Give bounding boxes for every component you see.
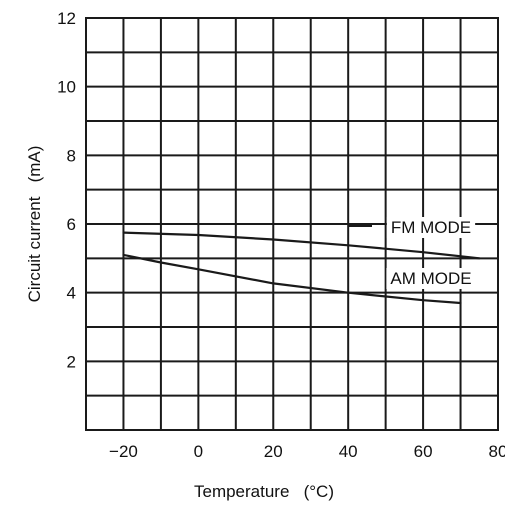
y-tick-label: 4 bbox=[67, 284, 76, 303]
x-axis-title: Temperature (°C) bbox=[194, 482, 334, 501]
series: FM MODE AM MODE bbox=[122, 217, 481, 305]
y-tick-label: 6 bbox=[67, 215, 76, 234]
grid bbox=[86, 18, 498, 430]
series-label-backing bbox=[386, 268, 476, 289]
x-tick-label: 0 bbox=[194, 442, 203, 461]
plot-frame bbox=[85, 17, 499, 431]
x-tick-label: 80 bbox=[489, 442, 505, 461]
tick-labels: 2 4 6 8 10 12 −20 0 20 40 60 80 bbox=[57, 9, 505, 461]
x-tick-label: 60 bbox=[414, 442, 433, 461]
series-label-backing bbox=[386, 217, 476, 238]
series-line-am-mode bbox=[122, 253, 462, 305]
x-tick-label: 20 bbox=[264, 442, 283, 461]
series-label-am-mode: AM MODE bbox=[390, 269, 471, 288]
y-tick-label: 8 bbox=[67, 146, 76, 165]
y-tick-label: 12 bbox=[57, 9, 76, 28]
x-tick-label: 40 bbox=[339, 442, 358, 461]
y-axis-title: Circuit current (mA) bbox=[25, 146, 44, 303]
series-line-fm-mode bbox=[122, 231, 481, 260]
series-label-fm-mode: FM MODE bbox=[391, 218, 471, 237]
x-tick-label: −20 bbox=[109, 442, 138, 461]
y-tick-label: 2 bbox=[67, 352, 76, 371]
y-tick-label: 10 bbox=[57, 78, 76, 97]
